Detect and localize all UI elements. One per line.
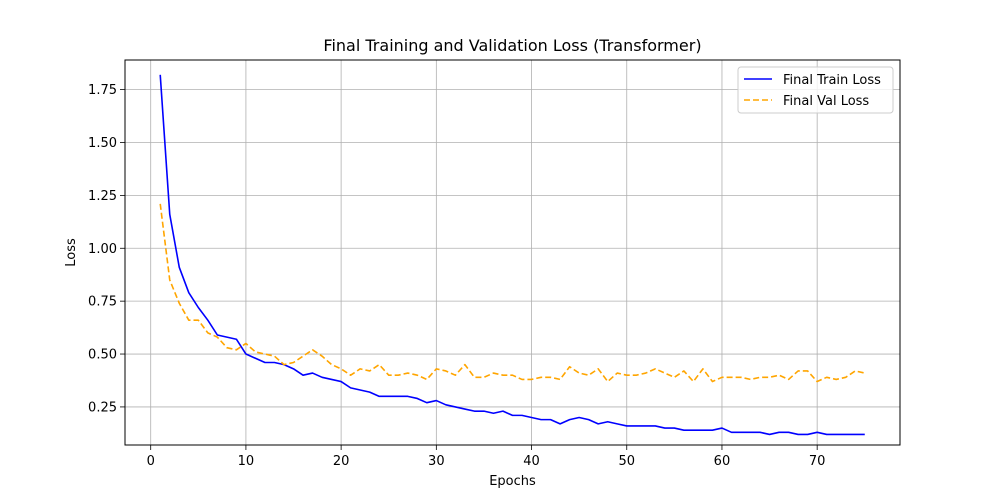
y-tick-label: 1.50 xyxy=(88,136,117,151)
legend-box xyxy=(737,66,894,114)
x-tick-label: 40 xyxy=(523,454,540,469)
x-tick-label: 0 xyxy=(147,454,155,469)
x-tick-label: 10 xyxy=(238,454,255,469)
x-tick-label: 70 xyxy=(809,454,826,469)
x-tick-label: 60 xyxy=(714,454,731,469)
grid xyxy=(125,60,900,445)
chart-title: Final Training and Validation Loss (Tran… xyxy=(323,36,701,55)
y-tick-label: 0.75 xyxy=(88,295,117,310)
x-tick-label: 50 xyxy=(618,454,635,469)
x-axis-label: Epochs xyxy=(489,474,536,489)
y-tick-label: 1.75 xyxy=(88,83,117,98)
series-line-final-train-loss xyxy=(159,74,865,436)
y-tick-label: 1.25 xyxy=(88,189,117,204)
series-line-final-val-loss xyxy=(159,203,865,383)
legend-label: Final Train Loss xyxy=(783,73,881,88)
axis-ticks: 0 10 20 30 40 50 60 70 0.25 0.50 0.75 1.00 1.25 1.50 1… xyxy=(88,83,825,469)
x-tick-label: 20 xyxy=(333,454,350,469)
legend: Final Train Loss Final Val Loss xyxy=(737,66,894,114)
series-layer xyxy=(159,74,865,436)
y-tick-label: 0.25 xyxy=(88,400,117,415)
y-tick-label: 0.50 xyxy=(88,348,117,363)
y-tick-label: 1.00 xyxy=(88,242,117,257)
x-tick-label: 30 xyxy=(428,454,445,469)
y-axis-label: Loss xyxy=(64,238,79,267)
plot-frame xyxy=(124,59,901,446)
legend-label: Final Val Loss xyxy=(783,94,869,109)
